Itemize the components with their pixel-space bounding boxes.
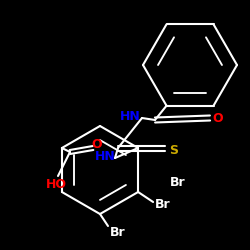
Text: S: S [170,144,178,156]
Text: Br: Br [155,198,171,210]
Text: O: O [213,112,223,124]
Text: Br: Br [170,176,186,188]
Text: HO: HO [46,178,66,190]
Text: HN: HN [94,150,116,162]
Text: HN: HN [120,110,141,122]
Text: O: O [92,138,102,150]
Text: Br: Br [110,226,126,239]
